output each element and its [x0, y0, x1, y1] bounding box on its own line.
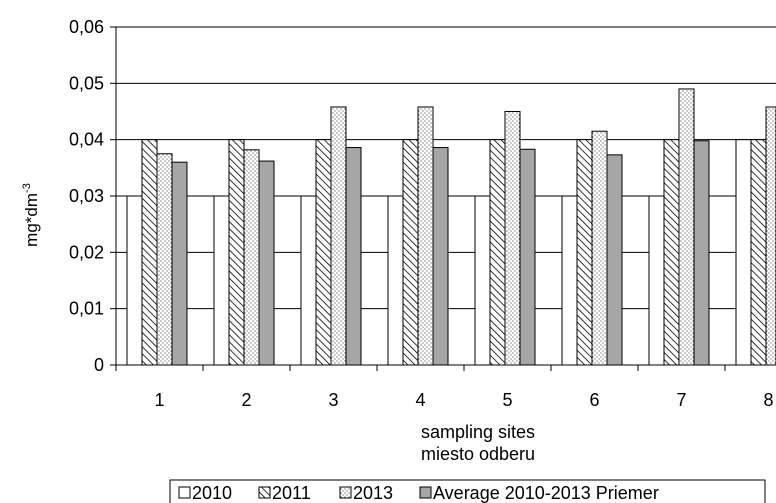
y-tick-label: 0,06 [69, 17, 104, 37]
bar-average-site-4 [432, 147, 449, 366]
legend-swatch-2013 [339, 486, 352, 499]
x-axis-label-line2: miesto odberu [421, 444, 535, 464]
bar-2013-site-5 [504, 111, 521, 366]
legend-box [169, 479, 766, 503]
bar-2010-site-1 [126, 195, 143, 366]
bar-2013-site-6 [591, 130, 608, 366]
x-tick-label: 1 [154, 390, 164, 410]
bar-2011-site-7 [663, 139, 680, 366]
bar-2013-site-8 [765, 106, 776, 366]
bar-2011-site-5 [489, 139, 506, 366]
y-tick-label: 0,01 [69, 299, 104, 319]
x-tick-label: 7 [676, 390, 686, 410]
bar-2013-site-7 [678, 88, 695, 366]
y-tick-label: 0,05 [69, 73, 104, 93]
bar-2010-site-7 [648, 195, 665, 366]
legend-label-average: Average 2010-2013 Priemer [433, 483, 659, 503]
bar-average-site-6 [606, 154, 623, 366]
bar-2011-site-4 [402, 139, 419, 366]
legend-swatch-average [419, 486, 432, 499]
legend-label-2011: 2011 [272, 483, 311, 503]
axes: 0 0,01 0,02 0,03 0,04 0,05 0,06 1 2 3 4 5 6 7 8 [69, 17, 776, 410]
bar-2010-site-8 [735, 139, 752, 366]
x-tick-label: 2 [241, 390, 251, 410]
y-axis-label-text: mg*dm [22, 193, 41, 247]
legend-label-2013: 2013 [353, 483, 393, 503]
bar-2011-site-2 [228, 139, 245, 366]
bar-2011-site-8 [750, 139, 767, 366]
bar-average-site-7 [693, 140, 710, 366]
legend: 2010 2011 2013 Average 2010-2013 Priemer [169, 479, 766, 503]
bar-2013-site-3 [330, 106, 347, 366]
legend-swatch-2011 [258, 486, 271, 499]
x-tick-label: 6 [589, 390, 599, 410]
bar-average-site-1 [171, 161, 188, 366]
x-tick-label: 5 [502, 390, 512, 410]
bar-2013-site-1 [156, 153, 173, 366]
x-tick-label: 4 [415, 390, 425, 410]
x-tick-label: 3 [328, 390, 338, 410]
bar-average-site-3 [345, 147, 362, 366]
legend-label-2010: 2010 [192, 483, 232, 503]
bar-average-site-2 [258, 160, 275, 366]
y-axis-label-superscript: -3 [21, 183, 33, 193]
bar-2011-site-1 [141, 139, 158, 366]
x-axis-label-line1: sampling sites [421, 422, 535, 442]
bar-2010-site-4 [387, 195, 404, 366]
bar-2013-site-2 [243, 149, 260, 366]
bar-2011-site-6 [576, 139, 593, 366]
y-axis-label: mg*dm-3 [21, 183, 41, 247]
legend-swatch-2010 [178, 486, 191, 499]
bars [126, 88, 776, 366]
y-tick-label: 0,02 [69, 242, 104, 262]
y-tick-label: 0 [94, 355, 104, 375]
y-tick-label: 0,04 [69, 130, 104, 150]
bar-2010-site-3 [300, 195, 317, 366]
bar-2013-site-4 [417, 106, 434, 366]
y-tick-label: 0,03 [69, 186, 104, 206]
bar-2010-site-6 [561, 195, 578, 366]
x-tick-label: 8 [763, 390, 773, 410]
bar-average-site-5 [519, 148, 536, 366]
bar-2010-site-5 [474, 195, 491, 366]
bar-2011-site-3 [315, 139, 332, 366]
bar-2010-site-2 [213, 195, 230, 366]
